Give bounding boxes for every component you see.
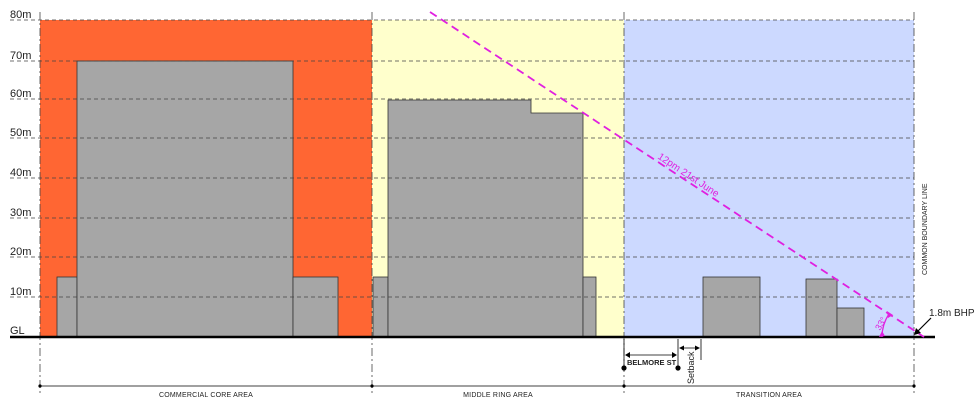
building-commercial-podium-left [56,276,78,338]
angle-arrow-top [887,311,893,318]
dimension-tick-1 [38,384,42,388]
building-commercial-podium-right [292,276,339,338]
street-arrow-left [625,352,630,358]
building-middle-tower [387,99,584,338]
building-middle-podium-left [372,276,389,338]
transition-area-label: TRANSITION AREA [736,392,802,399]
building-transition-1 [702,276,761,338]
height-label-60: 60m [10,88,31,100]
height-label-70: 70m [10,50,31,62]
middle-ring-label: MIDDLE RING AREA [463,392,533,399]
street-arrow-right [672,352,677,358]
commercial-core-label: COMMERCIAL CORE AREA [159,392,253,399]
height-gridlines [10,19,914,298]
building-transition-2 [805,278,838,338]
dimension-tick-2 [370,384,374,388]
street-label: BELMORE ST [627,358,677,367]
height-label-50: 50m [10,127,31,139]
building-commercial-tower [76,60,294,338]
street-marker-right [675,365,681,371]
height-label-40: 40m [10,167,31,179]
height-label-80: 80m [10,9,31,21]
dimension-tick-3 [622,384,626,388]
height-label-10: 10m [10,286,31,298]
height-labels: 80m 70m 60m 50m 40m 30m 20m 10m GL [10,9,31,337]
transition-zone [624,20,914,337]
building-middle-podium-right [582,276,597,338]
bhp-arrowhead [914,328,921,335]
angle-arrow-bottom [879,331,885,337]
dimension-tick-4 [912,384,916,388]
setback-arrow-right [695,345,700,351]
bhp-label: 1.8m BHP [929,308,975,319]
setback-arrow-left [679,345,684,351]
boundary-line-label: COMMON BOUNDARY LINE [922,183,929,275]
ground-level-label: GL [10,325,25,337]
sun-angle-line [429,11,925,338]
setback-label: Setback [686,351,696,384]
height-label-30: 30m [10,207,31,219]
building-transition-2-step [836,307,865,338]
height-label-20: 20m [10,246,31,258]
street-marker-left [621,365,627,371]
